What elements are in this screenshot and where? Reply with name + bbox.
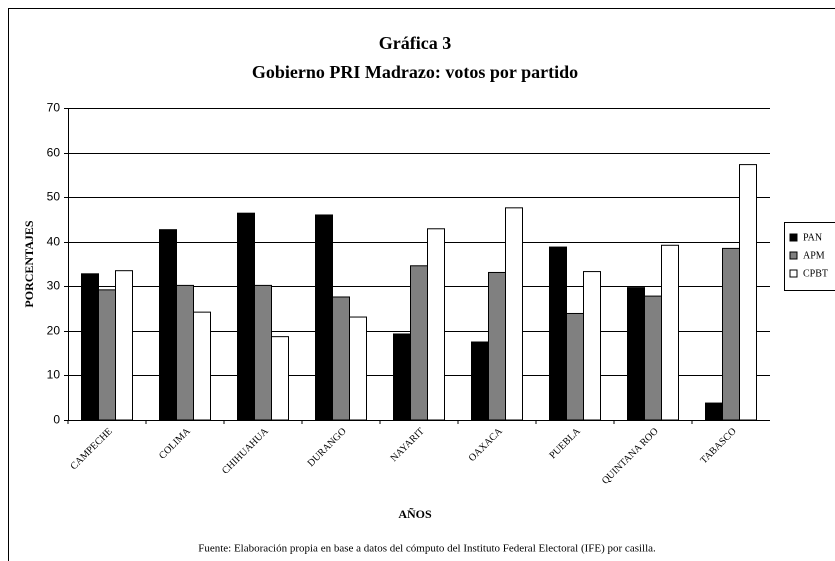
bar (159, 229, 177, 421)
bar (115, 270, 133, 421)
bar (583, 271, 601, 421)
x-tick-label: QUINTANA ROO (600, 426, 661, 487)
x-tick-label: TABASCO (699, 426, 739, 466)
legend-swatch (789, 269, 798, 278)
chart-subtitle: Gobierno PRI Madrazo: votos por partido (252, 62, 578, 82)
legend-label: APM (803, 250, 825, 261)
x-tick-label: DURANGO (306, 426, 349, 469)
legend-label: CPBT (803, 268, 828, 279)
bar (705, 402, 723, 421)
bar (349, 316, 367, 421)
bar (315, 214, 333, 421)
bar (549, 246, 567, 421)
chart-title: Gráfica 3 (379, 33, 451, 53)
bar (644, 295, 662, 421)
bar (661, 244, 679, 421)
bar (81, 273, 99, 421)
x-tick-label: COLIMA (157, 425, 193, 461)
y-tick-label: 30 (47, 279, 61, 293)
bar (488, 271, 506, 421)
x-axis-title: AÑOS (398, 507, 432, 521)
bar (176, 284, 194, 421)
bar (739, 164, 757, 421)
y-axis-title: PORCENTAJES (22, 220, 36, 307)
y-tick-label: 70 (47, 101, 61, 115)
legend-label: PAN (803, 232, 822, 243)
bar (237, 212, 255, 421)
bar (410, 265, 428, 421)
bar (566, 312, 584, 421)
bar (98, 289, 116, 421)
legend-swatch (789, 251, 798, 260)
bar (471, 341, 489, 421)
y-tick-label: 10 (47, 368, 61, 382)
x-tick-label: CAMPECHE (68, 426, 114, 472)
legend-swatch (789, 233, 798, 242)
y-tick-label: 20 (47, 324, 61, 338)
y-tick-label: 60 (47, 146, 61, 160)
bar (427, 228, 445, 421)
bar (505, 207, 523, 421)
chart-frame (8, 8, 835, 561)
y-tick-label: 50 (47, 190, 61, 204)
bar (722, 247, 740, 421)
x-tick-label: PUEBLA (547, 425, 583, 461)
bar (193, 311, 211, 421)
y-tick-label: 40 (47, 235, 61, 249)
x-tick-label: CHIHUAHUA (220, 425, 271, 476)
x-tick-label: OAXACA (467, 425, 506, 464)
bar (393, 333, 411, 421)
bar (627, 287, 645, 421)
source-note: Fuente: Elaboración propia en base a dat… (198, 543, 656, 555)
x-tick-label: NAYARIT (389, 426, 427, 464)
bar (332, 296, 350, 421)
bar (254, 284, 272, 421)
bar (271, 336, 289, 421)
y-tick-label: 0 (53, 413, 60, 427)
